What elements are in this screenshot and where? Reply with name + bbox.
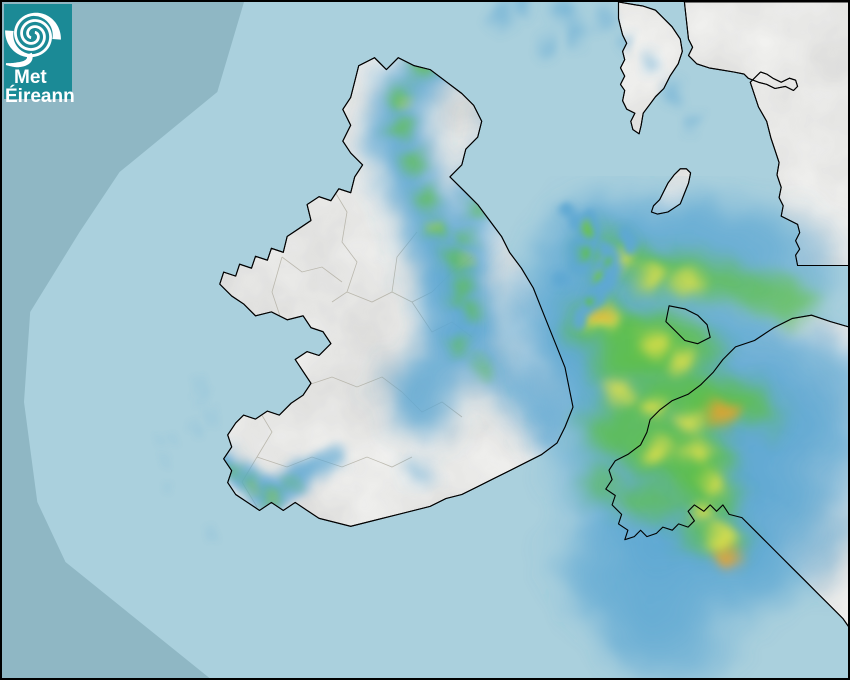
svg-text:Met: Met: [14, 67, 47, 88]
svg-text:Éireann: Éireann: [5, 85, 75, 107]
